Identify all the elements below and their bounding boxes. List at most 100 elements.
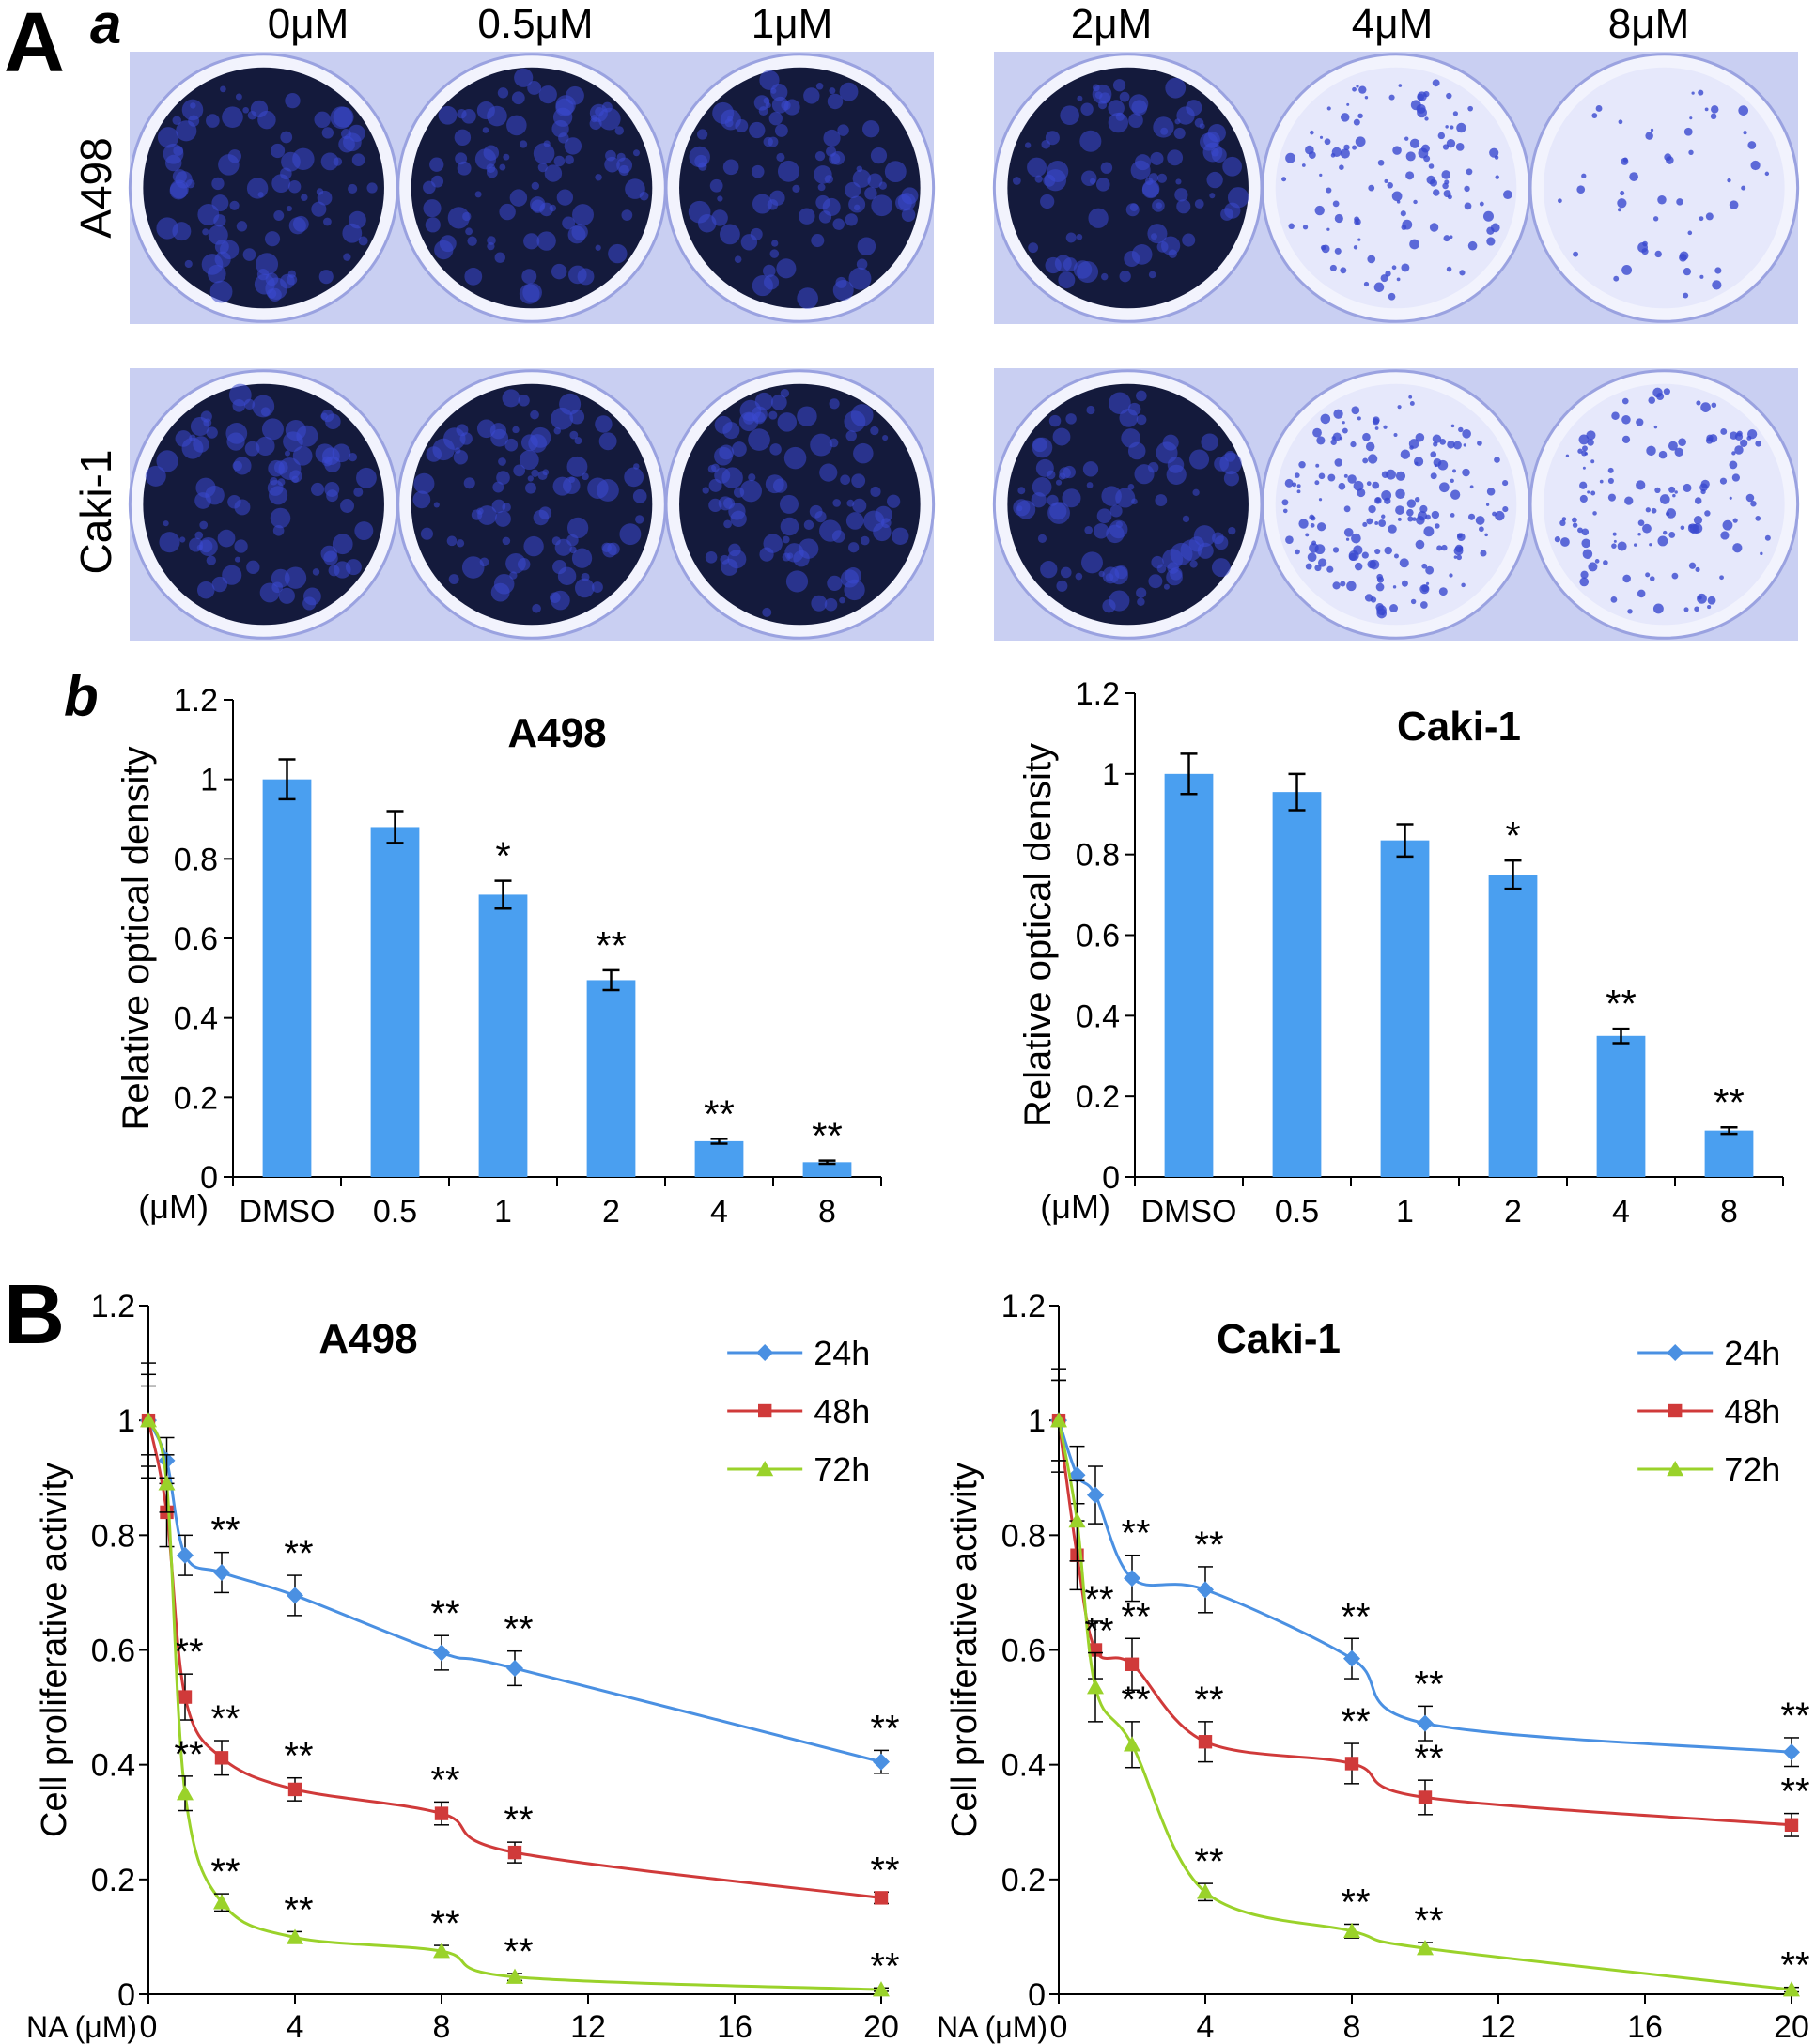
colony bbox=[1707, 596, 1716, 605]
bar bbox=[1380, 840, 1430, 1177]
square-marker bbox=[1125, 1657, 1140, 1671]
colony bbox=[1298, 519, 1309, 529]
colony bbox=[1617, 198, 1627, 209]
bar bbox=[694, 1140, 744, 1177]
significance-marker: ** bbox=[1121, 1513, 1150, 1555]
significance-marker: ** bbox=[1780, 1696, 1809, 1737]
colony bbox=[901, 208, 916, 223]
colony bbox=[577, 268, 595, 286]
colony bbox=[1410, 100, 1421, 111]
diamond-marker bbox=[1124, 1570, 1140, 1587]
colony bbox=[1182, 233, 1196, 247]
colony bbox=[1352, 86, 1357, 92]
colony bbox=[1764, 534, 1771, 541]
colony bbox=[1731, 473, 1740, 482]
colony bbox=[824, 597, 838, 612]
colony bbox=[1095, 178, 1110, 192]
colony bbox=[1654, 487, 1661, 494]
triangle-marker bbox=[873, 1981, 890, 1997]
colony bbox=[1463, 443, 1466, 447]
colony bbox=[1711, 402, 1717, 409]
colony bbox=[264, 231, 281, 247]
colony bbox=[1683, 292, 1689, 299]
colony bbox=[1607, 467, 1614, 473]
colony bbox=[1441, 544, 1448, 551]
colony bbox=[1298, 461, 1306, 469]
triangle-marker bbox=[1068, 1512, 1086, 1528]
colony bbox=[867, 173, 883, 189]
colony bbox=[214, 240, 229, 255]
colony bbox=[1281, 499, 1289, 506]
x-tick-label: 0.5 bbox=[373, 1194, 417, 1230]
colony bbox=[1738, 105, 1749, 116]
colony bbox=[1401, 263, 1410, 272]
colony bbox=[1459, 270, 1466, 276]
colony bbox=[348, 453, 358, 462]
colony bbox=[311, 201, 327, 217]
colony bbox=[1381, 514, 1386, 519]
colony bbox=[1433, 189, 1440, 196]
colony bbox=[782, 535, 790, 544]
colony bbox=[819, 519, 842, 542]
colony bbox=[1227, 187, 1249, 209]
colony bbox=[1319, 173, 1323, 178]
colony bbox=[1700, 479, 1710, 489]
colony bbox=[1058, 271, 1076, 289]
colony bbox=[320, 412, 328, 421]
colony bbox=[199, 539, 213, 553]
colony bbox=[595, 106, 604, 116]
colony bbox=[1080, 170, 1097, 186]
colony bbox=[1431, 510, 1440, 519]
colony bbox=[225, 422, 248, 444]
colony bbox=[607, 542, 620, 556]
significance-marker: ** bbox=[1414, 1664, 1443, 1705]
colony bbox=[1668, 531, 1676, 538]
colony bbox=[1627, 609, 1633, 614]
colony bbox=[465, 227, 473, 236]
colony bbox=[525, 482, 536, 494]
colony bbox=[1296, 484, 1301, 488]
colony bbox=[1399, 558, 1409, 568]
colony bbox=[1086, 482, 1094, 488]
colony bbox=[1561, 517, 1567, 521]
colony bbox=[320, 545, 337, 563]
y-tick-label: 1.2 bbox=[1076, 676, 1120, 712]
diamond-marker bbox=[1068, 1466, 1086, 1484]
colony bbox=[1442, 182, 1449, 190]
colony bbox=[595, 174, 602, 181]
colony bbox=[1131, 244, 1153, 265]
colony bbox=[1572, 517, 1577, 523]
y-tick-label: 0 bbox=[200, 1160, 218, 1196]
colony bbox=[1189, 449, 1210, 470]
colony bbox=[1650, 128, 1654, 132]
colony bbox=[342, 223, 363, 243]
x-tick-label: 8 bbox=[433, 2009, 451, 2044]
colony bbox=[413, 472, 435, 494]
colony bbox=[1109, 504, 1123, 518]
colony bbox=[1294, 472, 1300, 478]
colony bbox=[1182, 515, 1190, 523]
colony bbox=[1452, 469, 1456, 473]
colony bbox=[846, 499, 855, 507]
colony bbox=[848, 267, 872, 290]
colony bbox=[1152, 199, 1165, 212]
x-tick-label: DMSO bbox=[1141, 1194, 1237, 1230]
bar bbox=[802, 1162, 852, 1177]
colony bbox=[853, 442, 874, 464]
colony bbox=[763, 274, 780, 290]
colony bbox=[1357, 416, 1361, 421]
dose-label: 0μM bbox=[268, 1, 349, 47]
colony bbox=[184, 259, 193, 269]
colony bbox=[1334, 247, 1342, 255]
colony bbox=[1651, 507, 1657, 514]
bar-chart-1: 0 0.2 0.4 0.6 0.8 1 1.2 DMSO 0.5 1 2 * 4 ** 8 ** (μM) Cak… bbox=[1017, 676, 1784, 1230]
colony bbox=[1052, 427, 1071, 446]
well bbox=[1007, 67, 1249, 309]
colony bbox=[1393, 432, 1398, 437]
y-tick-label: 0.6 bbox=[174, 921, 218, 957]
colony bbox=[1318, 472, 1326, 480]
colony bbox=[844, 410, 866, 433]
colony bbox=[1747, 429, 1758, 440]
colony bbox=[1402, 219, 1413, 230]
colony bbox=[1607, 493, 1616, 502]
